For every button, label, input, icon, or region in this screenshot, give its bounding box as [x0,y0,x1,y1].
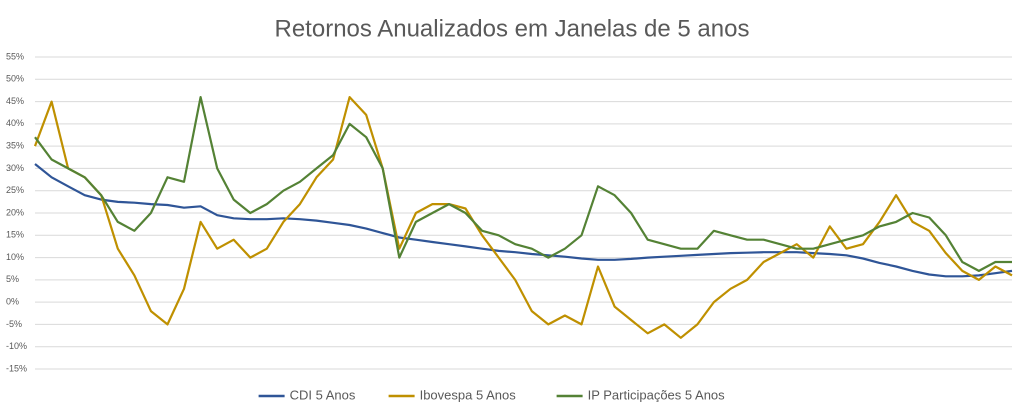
legend-label: CDI 5 Anos [290,387,356,402]
series-line [34,96,1012,272]
y-tick-label: 25% [6,185,24,195]
y-tick-label: 0% [6,297,19,307]
y-tick-label: 40% [6,118,24,128]
y-tick-label: -15% [6,363,27,373]
y-tick-label: 50% [6,74,24,84]
y-tick-label: 10% [6,252,24,262]
y-tick-label: 30% [6,163,24,173]
chart-title: Retornos Anualizados em Janelas de 5 ano… [275,15,750,42]
legend: CDI 5 Anos Ibovespa 5 Anos IP Participaçõe… [258,387,726,402]
y-tick-label: -5% [6,319,22,329]
legend-label: IP Participações 5 Anos [588,387,726,402]
y-tick-label: 15% [6,230,24,240]
legend-label: Ibovespa 5 Anos [420,387,517,402]
y-tick-label: 45% [6,96,24,106]
y-tick-label: 55% [6,51,24,61]
y-tick-label: 20% [6,207,24,217]
series-line [33,96,1013,339]
y-tick-label: 5% [6,274,19,284]
series-line [34,163,1013,278]
y-tick-label: 35% [6,141,24,151]
y-tick-label: -10% [6,341,27,351]
